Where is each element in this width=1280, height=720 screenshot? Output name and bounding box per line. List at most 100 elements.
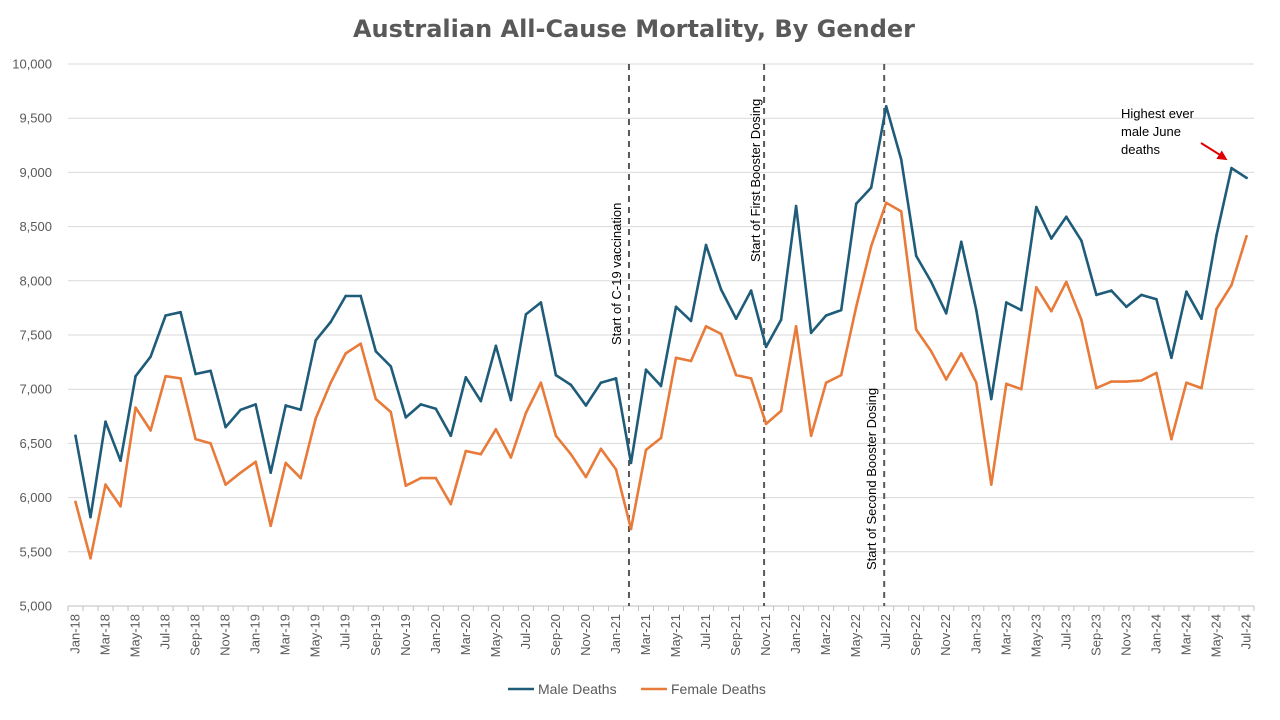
callout-text: male June — [1121, 124, 1181, 139]
data-point — [389, 410, 393, 414]
y-tick-label: 10,000 — [12, 57, 52, 72]
x-tick-label: May-22 — [848, 614, 863, 657]
annotation-label: Start of First Booster Dosing — [748, 99, 763, 262]
x-tick-label: Sep-23 — [1088, 614, 1103, 656]
data-point — [869, 186, 873, 189]
data-point — [614, 377, 618, 380]
data-point — [104, 420, 107, 424]
data-point — [1140, 379, 1143, 382]
x-tick-label: Nov-19 — [398, 614, 413, 656]
data-point — [479, 399, 483, 403]
grid — [68, 63, 1254, 607]
data-point — [689, 359, 693, 363]
data-point — [149, 355, 152, 358]
data-point — [1215, 307, 1218, 311]
data-point — [299, 476, 302, 480]
data-point — [809, 434, 813, 438]
x-tick-label: Jan-18 — [68, 614, 83, 654]
data-point — [929, 349, 933, 353]
data-point — [434, 476, 438, 480]
data-point — [884, 104, 888, 108]
data-point — [1215, 233, 1218, 237]
data-point — [974, 381, 978, 384]
data-point — [809, 331, 813, 335]
y-tick-label: 6,000 — [19, 490, 52, 505]
data-point — [1020, 387, 1023, 391]
legend: Male Deaths Female Deaths — [508, 681, 766, 697]
data-point — [704, 243, 708, 247]
y-tick-label: 7,000 — [19, 382, 52, 397]
data-point — [569, 452, 573, 456]
data-point — [794, 204, 798, 208]
data-point — [1020, 308, 1023, 312]
data-point — [584, 404, 588, 407]
data-point — [1110, 380, 1113, 383]
x-tick-label: Jul-24 — [1238, 614, 1253, 649]
data-point — [419, 476, 423, 480]
data-point — [734, 317, 738, 321]
data-point — [194, 372, 197, 376]
x-tick-label: Sep-20 — [548, 614, 563, 656]
y-tick-label: 5,000 — [19, 599, 52, 614]
data-point — [164, 374, 167, 378]
x-tick-label: Nov-20 — [578, 614, 593, 656]
x-tick-label: Nov-22 — [938, 614, 953, 656]
x-tick-label: Nov-18 — [218, 614, 233, 656]
data-point — [314, 417, 318, 420]
data-point — [944, 312, 948, 315]
data-point — [1170, 356, 1173, 360]
x-tick-label: May-23 — [1028, 614, 1043, 657]
data-point — [1004, 382, 1008, 386]
data-point — [134, 374, 137, 378]
data-point — [1200, 317, 1203, 321]
data-point — [914, 254, 918, 258]
data-point — [374, 397, 378, 401]
data-point — [644, 448, 648, 452]
data-point — [884, 201, 888, 205]
data-point — [344, 352, 348, 355]
x-tick-label: Mar-24 — [1178, 614, 1193, 655]
data-point — [524, 313, 528, 316]
x-tick-label: Mar-22 — [818, 614, 833, 655]
chart-title: Australian All-Cause Mortality, By Gende… — [353, 15, 915, 43]
data-point — [824, 314, 828, 317]
data-point — [134, 406, 137, 409]
data-point — [779, 318, 783, 322]
data-point — [224, 483, 227, 486]
data-point — [1185, 381, 1188, 384]
data-point — [869, 244, 873, 248]
data-point — [1230, 166, 1233, 170]
x-tick-label: May-24 — [1208, 614, 1223, 657]
x-tick-label: Nov-23 — [1118, 614, 1133, 656]
data-point — [1080, 318, 1083, 322]
annotation-label: Start of C-19 vaccination — [609, 203, 624, 345]
x-tick-label: Jul-18 — [158, 614, 173, 649]
annotation-lines: Start of C-19 vaccination Start of First … — [609, 64, 886, 606]
data-point — [854, 202, 858, 206]
data-point — [1095, 293, 1098, 297]
x-tick-label: Jul-22 — [878, 614, 893, 649]
data-point — [854, 305, 858, 309]
x-tick-label: Jul-20 — [518, 614, 533, 649]
data-point — [89, 515, 92, 519]
data-point — [494, 344, 498, 348]
series-male-deaths — [74, 104, 1248, 519]
data-point — [764, 422, 768, 426]
x-tick-label: May-19 — [308, 614, 323, 657]
x-tick-label: Mar-21 — [638, 614, 653, 655]
data-point — [374, 349, 378, 353]
data-point — [89, 557, 92, 560]
data-point — [1200, 386, 1203, 390]
data-point — [1080, 239, 1083, 242]
data-point — [974, 308, 978, 312]
data-point — [674, 356, 678, 360]
data-point — [419, 403, 423, 406]
data-point — [1125, 305, 1128, 309]
legend-label: Male Deaths — [538, 681, 617, 697]
y-tick-label: 7,500 — [19, 328, 52, 343]
data-point — [194, 437, 197, 441]
data-point — [1155, 371, 1158, 375]
series-female-deaths — [74, 201, 1248, 560]
data-point — [1035, 205, 1038, 209]
